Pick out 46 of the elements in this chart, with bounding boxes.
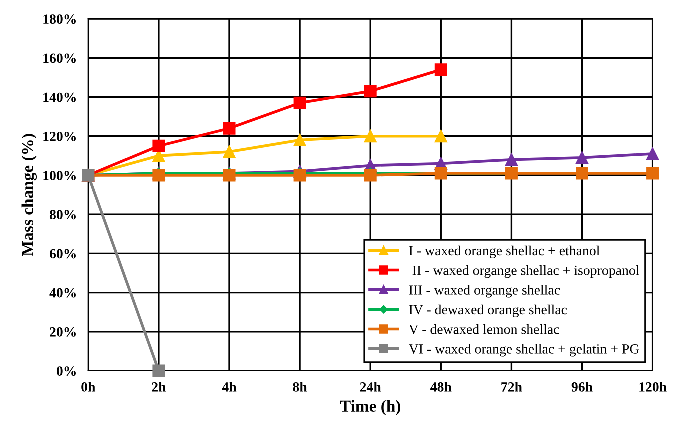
point [576,152,588,164]
point [364,130,377,143]
legend-label: VI - waxed orange shellac + gelatin + PG [409,344,640,357]
y-tick-label: 80% [50,210,76,220]
point [152,140,166,152]
point [364,169,377,182]
point [434,64,448,76]
point [364,85,377,98]
legend-label: III - waxed organge shellac [409,285,560,298]
point [294,134,306,147]
point [505,154,518,166]
point [646,167,660,180]
y-axis-title: Mass change (%) [22,134,38,256]
y-tick-label: 100% [44,171,76,180]
x-tick-label: 120h [640,382,667,392]
point [434,130,448,143]
y-tick-label: 40% [50,288,76,298]
y-tick-label: 120% [44,132,76,142]
point [152,364,166,378]
x-tick-label: 4h [222,382,237,392]
legend-label: V - dewaxed lemon shellac [409,324,560,334]
y-tick-label: 180% [44,14,76,24]
x-tick-label: 48h [430,382,452,392]
x-tick-label: 96h [572,382,593,392]
point [223,122,236,135]
x-tick-label: 8h [293,382,308,392]
y-tick-label: 140% [44,92,76,102]
y-tick-label: 60% [50,249,76,259]
point [223,146,236,158]
x-axis-title: Time (h) [340,400,401,416]
x-tick-label: 2h [152,382,166,392]
legend-label: IV - dewaxed orange shellac [409,304,568,318]
legend-label: II - waxed organge shellac + isopropanol [412,265,640,278]
x-tick-label: 24h [360,382,382,392]
point [646,148,660,160]
y-tick-label: 0% [56,366,76,376]
y-tick-label: 160% [44,54,76,64]
x-tick-label: 0h [82,382,96,392]
point [576,167,588,180]
point [223,169,236,182]
legend-label: I - waxed orange shellac + ethanol [409,246,600,258]
y-tick-label: 20% [50,327,76,337]
x-tick-label: 72h [502,382,522,392]
point [294,169,306,182]
point [294,96,306,110]
point [152,169,166,182]
